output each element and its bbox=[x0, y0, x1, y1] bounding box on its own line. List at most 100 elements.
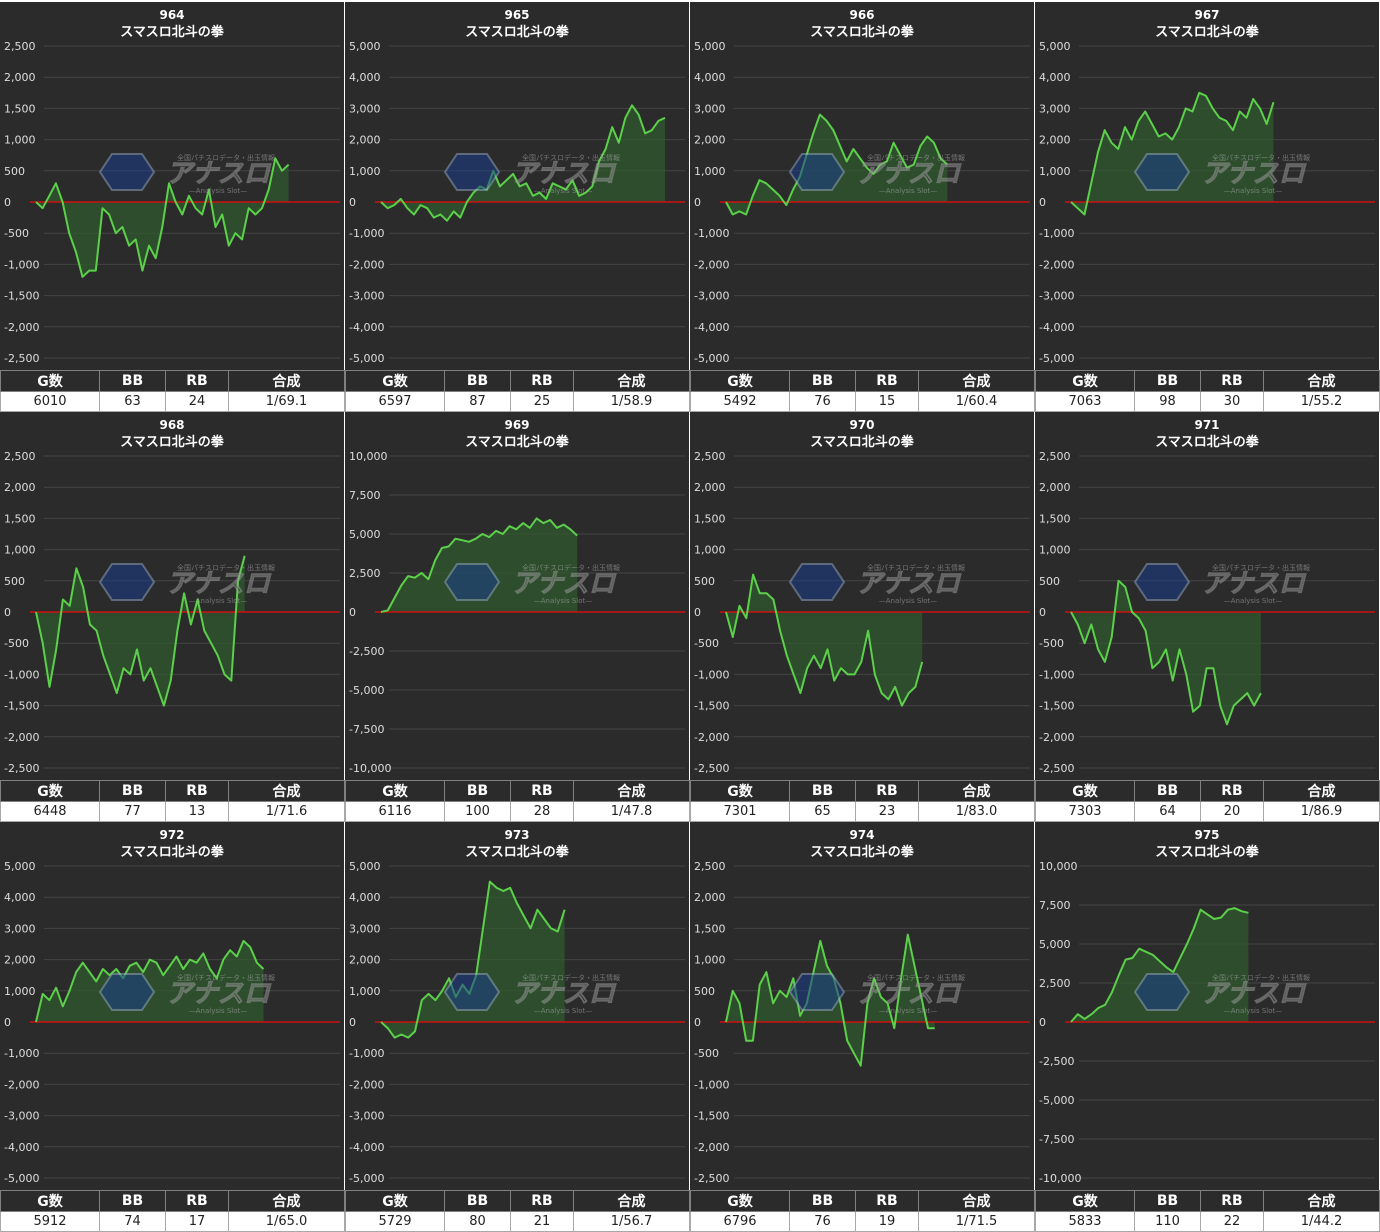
logo-hexagon-icon bbox=[788, 973, 846, 1011]
y-tick-label: 0 bbox=[1039, 1016, 1046, 1029]
chart-area: 969 スマスロ北斗の拳 10,000 7,500 5,000 2,500 0 -2,500 -… bbox=[345, 412, 689, 780]
machine-number: 973 bbox=[504, 828, 529, 842]
machine-title: スマスロ北斗の拳 bbox=[1155, 24, 1260, 40]
y-tick-label: -500 bbox=[4, 227, 29, 240]
combined-header: 合成 bbox=[918, 780, 1035, 802]
y-tick-label: 1,000 bbox=[1039, 544, 1071, 557]
logo-hexagon-icon bbox=[788, 153, 846, 191]
machine-title: スマスロ北斗の拳 bbox=[465, 24, 570, 40]
watermark-brand: アナスロ bbox=[856, 979, 961, 1009]
machine-panel: 973 スマスロ北斗の拳 5,000 4,000 3,000 2,000 1,000 0 -1,… bbox=[345, 822, 690, 1232]
rb-header: RB bbox=[510, 780, 574, 802]
watermark-sub: —Analysis Slot— bbox=[189, 1007, 247, 1015]
rb-header: RB bbox=[1200, 370, 1264, 392]
machine-panel: 965 スマスロ北斗の拳 5,000 4,000 3,000 2,000 1,000 0 -1,… bbox=[345, 2, 690, 412]
combined-header: 合成 bbox=[1263, 370, 1380, 392]
logo-hexagon-icon bbox=[443, 153, 501, 191]
y-tick-label: 3,000 bbox=[4, 922, 36, 935]
y-tick-label: 1,000 bbox=[4, 985, 36, 998]
y-tick-label: -3,000 bbox=[4, 1110, 39, 1123]
combined-header: 合成 bbox=[1263, 1190, 1380, 1212]
stats-table: G数 BB RB 合成 5729 80 21 1/56.7 bbox=[345, 1190, 690, 1232]
y-tick-label: 1,500 bbox=[694, 512, 726, 525]
machine-number: 966 bbox=[849, 8, 874, 22]
y-tick-label: 7,500 bbox=[349, 489, 381, 502]
machine-title: スマスロ北斗の拳 bbox=[1155, 434, 1260, 450]
stats-header-row: G数 BB RB 合成 bbox=[0, 780, 345, 802]
bb-header: BB bbox=[99, 370, 166, 392]
y-tick-label: -2,500 bbox=[4, 762, 39, 775]
y-tick-label: 10,000 bbox=[1039, 860, 1078, 873]
y-tick-label: -1,500 bbox=[694, 700, 729, 713]
series-line bbox=[1070, 907, 1249, 1023]
machine-title: スマスロ北斗の拳 bbox=[465, 434, 570, 450]
stats-value-row: 6010 63 24 1/69.1 bbox=[0, 391, 345, 412]
y-tick-label: 2,000 bbox=[349, 134, 381, 147]
y-tick-label: 1,500 bbox=[4, 512, 36, 525]
games-header: G数 bbox=[690, 780, 790, 802]
slump-graph: 968 スマスロ北斗の拳 2,500 2,000 1,500 1,000 500 0 -500 -… bbox=[4, 418, 340, 775]
bb-value: 76 bbox=[789, 391, 856, 412]
y-tick-label: -2,500 bbox=[694, 1172, 729, 1185]
y-tick-label: 2,500 bbox=[349, 567, 381, 580]
y-tick-label: -1,000 bbox=[349, 1047, 384, 1060]
y-tick-label: 1,000 bbox=[4, 544, 36, 557]
watermark-brand: アナスロ bbox=[1201, 569, 1306, 599]
y-tick-label: 1,500 bbox=[694, 922, 726, 935]
games-value: 5729 bbox=[345, 1211, 445, 1232]
y-tick-label: 0 bbox=[694, 606, 701, 619]
games-value: 7063 bbox=[1035, 391, 1135, 412]
y-tick-label: 0 bbox=[349, 606, 356, 619]
rb-value: 17 bbox=[165, 1211, 229, 1232]
stats-table: G数 BB RB 合成 6010 63 24 1/69.1 bbox=[0, 370, 345, 412]
watermark-tagline: 全国パチスロデータ・出玉情報 bbox=[867, 563, 965, 572]
watermark-sub: —Analysis Slot— bbox=[189, 187, 247, 195]
chart-area: 970 スマスロ北斗の拳 2,500 2,000 1,500 1,000 500 0 -500 -… bbox=[690, 412, 1034, 780]
machine-title: スマスロ北斗の拳 bbox=[120, 434, 225, 450]
machine-panel: 974 スマスロ北斗の拳 2,500 2,000 1,500 1,000 500 0 -500 -… bbox=[690, 822, 1035, 1232]
logo-hexagon-icon bbox=[98, 153, 156, 191]
watermark-brand: アナスロ bbox=[1201, 979, 1306, 1009]
y-tick-label: 500 bbox=[4, 165, 25, 178]
y-tick-label: 0 bbox=[349, 1016, 356, 1029]
stats-header-row: G数 BB RB 合成 bbox=[690, 370, 1035, 392]
slump-graph: 973 スマスロ北斗の拳 5,000 4,000 3,000 2,000 1,000 0 -1,… bbox=[349, 828, 685, 1185]
games-value: 5833 bbox=[1035, 1211, 1135, 1232]
rb-header: RB bbox=[1200, 1190, 1264, 1212]
stats-table: G数 BB RB 合成 5912 74 17 1/65.0 bbox=[0, 1190, 345, 1232]
machine-number: 968 bbox=[159, 418, 184, 432]
y-tick-label: -2,000 bbox=[4, 1078, 39, 1091]
games-value: 6597 bbox=[345, 391, 445, 412]
y-tick-label: 2,000 bbox=[694, 891, 726, 904]
y-tick-label: 2,000 bbox=[4, 954, 36, 967]
watermark-tagline: 全国パチスロデータ・出玉情報 bbox=[867, 153, 965, 162]
y-tick-label: -500 bbox=[694, 1047, 719, 1060]
y-tick-label: -2,000 bbox=[349, 1078, 384, 1091]
rb-header: RB bbox=[855, 780, 919, 802]
stats-value-row: 5729 80 21 1/56.7 bbox=[345, 1211, 690, 1232]
y-tick-label: 2,000 bbox=[694, 481, 726, 494]
watermark-tagline: 全国パチスロデータ・出玉情報 bbox=[1212, 563, 1310, 572]
machine-panel: 972 スマスロ北斗の拳 5,000 4,000 3,000 2,000 1,000 0 -1,… bbox=[0, 822, 345, 1232]
machine-panel: 971 スマスロ北斗の拳 2,500 2,000 1,500 1,000 500 0 -500 -… bbox=[1035, 412, 1380, 822]
rb-header: RB bbox=[855, 1190, 919, 1212]
stats-value-row: 5912 74 17 1/65.0 bbox=[0, 1211, 345, 1232]
y-tick-label: 1,000 bbox=[694, 544, 726, 557]
rb-value: 28 bbox=[510, 801, 574, 822]
y-tick-label: -5,000 bbox=[1039, 352, 1074, 365]
combined-header: 合成 bbox=[228, 1190, 345, 1212]
combined-header: 合成 bbox=[1263, 780, 1380, 802]
y-tick-label: 500 bbox=[694, 575, 715, 588]
bb-header: BB bbox=[444, 1190, 511, 1212]
y-tick-label: 1,500 bbox=[1039, 512, 1071, 525]
y-tick-label: -1,500 bbox=[694, 1110, 729, 1123]
combined-header: 合成 bbox=[573, 780, 690, 802]
slump-graph: 970 スマスロ北斗の拳 2,500 2,000 1,500 1,000 500 0 -500 -… bbox=[694, 418, 1030, 775]
y-tick-label: -3,000 bbox=[349, 1110, 384, 1123]
y-tick-label: 0 bbox=[349, 196, 356, 209]
machine-panel: 969 スマスロ北斗の拳 10,000 7,500 5,000 2,500 0 -2,500 -… bbox=[345, 412, 690, 822]
y-tick-label: 2,500 bbox=[1039, 977, 1071, 990]
